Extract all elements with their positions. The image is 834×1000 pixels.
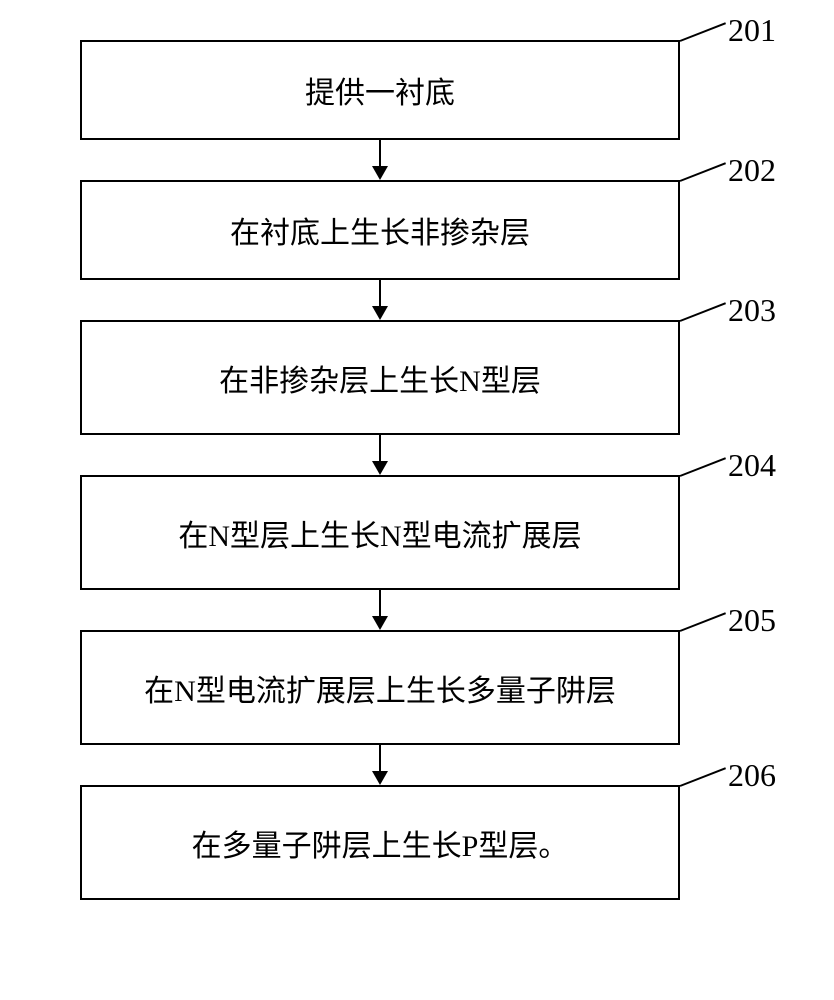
leader-line <box>680 767 727 787</box>
process-flowchart: 提供一衬底201在衬底上生长非掺杂层202在非掺杂层上生长N型层203在N型层上… <box>50 40 784 900</box>
leader-line <box>680 162 727 182</box>
leader-line <box>680 22 727 42</box>
leader-line <box>680 457 727 477</box>
step-label-206: 206 <box>728 757 776 794</box>
step-text: 在衬底上生长非掺杂层 <box>230 208 530 252</box>
step-label-205: 205 <box>728 602 776 639</box>
flow-arrow <box>80 590 680 630</box>
step-label-204: 204 <box>728 447 776 484</box>
flowchart-step-205: 在N型电流扩展层上生长多量子阱层 <box>80 630 680 745</box>
flow-arrow <box>80 280 680 320</box>
step-text: 在非掺杂层上生长N型层 <box>219 356 541 400</box>
step-label-203: 203 <box>728 292 776 329</box>
flowchart-step-204: 在N型层上生长N型电流扩展层 <box>80 475 680 590</box>
flow-arrow <box>80 435 680 475</box>
leader-line <box>680 612 727 632</box>
flowchart-step-201: 提供一衬底 <box>80 40 680 140</box>
step-label-201: 201 <box>728 12 776 49</box>
step-text: 在N型层上生长N型电流扩展层 <box>178 511 581 555</box>
step-text: 提供一衬底 <box>305 68 455 112</box>
flowchart-step-202: 在衬底上生长非掺杂层 <box>80 180 680 280</box>
flow-arrow <box>80 745 680 785</box>
flowchart-step-203: 在非掺杂层上生长N型层 <box>80 320 680 435</box>
step-text: 在N型电流扩展层上生长多量子阱层 <box>144 666 616 710</box>
leader-line <box>680 302 727 322</box>
step-label-202: 202 <box>728 152 776 189</box>
step-text: 在多量子阱层上生长P型层。 <box>192 821 569 865</box>
flow-arrow <box>80 140 680 180</box>
flowchart-step-206: 在多量子阱层上生长P型层。 <box>80 785 680 900</box>
